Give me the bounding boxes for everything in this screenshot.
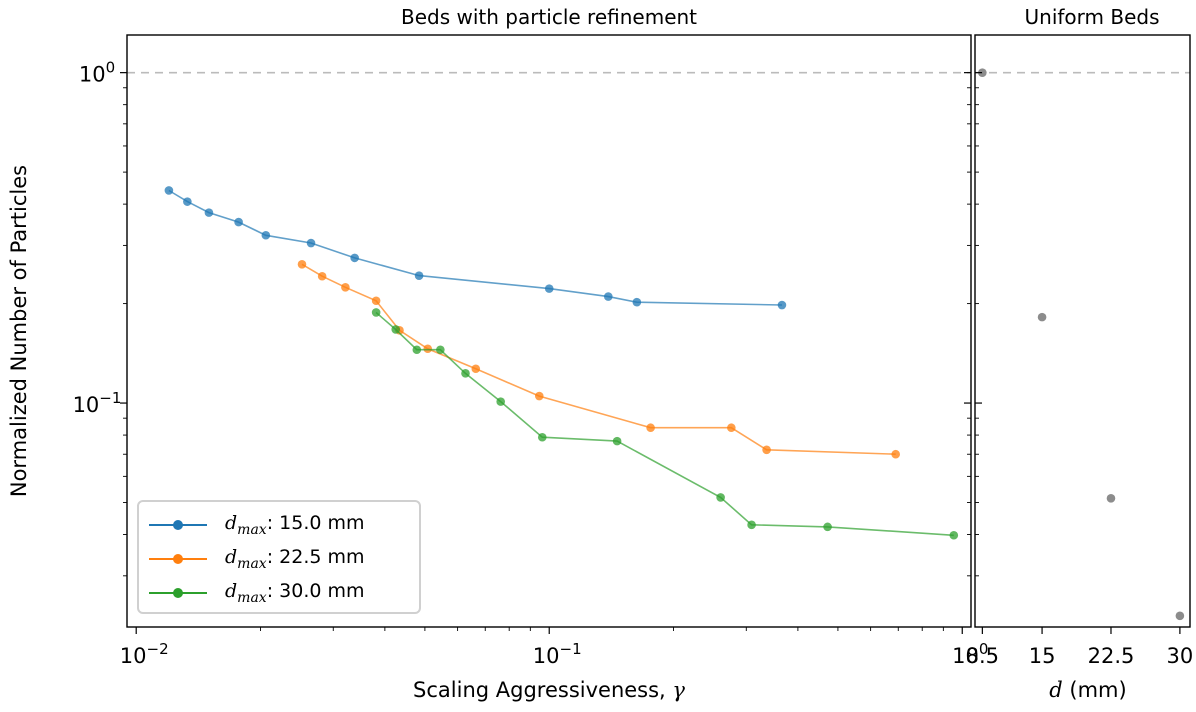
data-point-1-2 xyxy=(341,283,350,292)
data-point-0-1 xyxy=(183,197,192,206)
data-point-0-10 xyxy=(632,297,642,307)
data-point-2-11 xyxy=(949,530,959,540)
data-point-2-7 xyxy=(612,436,622,446)
uniform-x-tick-label-1: 15 xyxy=(1029,644,1056,668)
x-tick-label-1: 10−1 xyxy=(533,640,582,668)
data-point-0-7 xyxy=(414,271,424,280)
data-point-0-11 xyxy=(777,300,787,310)
data-point-0-6 xyxy=(350,253,359,263)
uniform-panel: Uniform Beds 8.5 15 22.5 30 d (mm) xyxy=(966,5,1194,702)
legend-item-0: dmax: 15.0 mm xyxy=(149,512,365,538)
uniform-x-tick-label-3: 30 xyxy=(1167,644,1194,668)
uniform-x-tick-label-0: 8.5 xyxy=(966,644,999,668)
data-point-0-4 xyxy=(261,230,271,240)
legend-swatch-2 xyxy=(149,583,207,603)
uniform-x-axis-label: d (mm) xyxy=(1049,678,1126,702)
uniform-series-group xyxy=(978,68,1185,621)
legend-item-2: dmax: 30.0 mm xyxy=(149,580,365,606)
refinement-x-axis-label: Scaling Aggressiveness, γ xyxy=(413,678,685,702)
data-point-0-0 xyxy=(164,186,174,195)
data-point-1-0 xyxy=(297,259,307,269)
data-point-0-5 xyxy=(306,238,316,248)
data-point-0-3 xyxy=(234,217,243,227)
data-point-1-3 xyxy=(371,296,381,306)
legend-item-1: dmax: 22.5 mm xyxy=(149,546,365,572)
uniform-point-1 xyxy=(1037,312,1047,322)
data-point-2-2 xyxy=(412,345,422,355)
data-point-1-9 xyxy=(727,423,736,433)
uniform-point-3 xyxy=(1175,611,1185,621)
data-point-2-1 xyxy=(391,325,401,334)
data-point-0-9 xyxy=(603,292,613,301)
series-line-1 xyxy=(301,263,896,455)
data-point-2-6 xyxy=(537,432,547,442)
x-tick-label-0: 10−2 xyxy=(120,640,169,668)
legend-label-2: dmax: 30.0 mm xyxy=(225,580,365,606)
uniform-point-2 xyxy=(1106,493,1116,503)
series-line-0 xyxy=(168,189,783,306)
y-axis-label: Normalized Number of Particles xyxy=(7,165,31,497)
uniform-x-tick-label-2: 22.5 xyxy=(1088,644,1135,668)
refinement-panel-title: Beds with particle refinement xyxy=(401,5,697,29)
data-point-1-7 xyxy=(534,391,544,401)
legend: dmax: 15.0 mm dmax: 22.5 mm dmax: 30.0 mm xyxy=(137,500,421,614)
legend-swatch-0 xyxy=(149,515,207,535)
data-point-0-2 xyxy=(204,208,214,217)
data-point-1-6 xyxy=(471,364,481,374)
series-line-2 xyxy=(375,311,954,537)
data-point-0-8 xyxy=(544,284,554,293)
data-point-2-8 xyxy=(716,493,725,502)
data-point-1-1 xyxy=(317,271,327,281)
legend-label-0: dmax: 15.0 mm xyxy=(225,512,365,538)
data-point-2-10 xyxy=(823,522,832,532)
legend-swatch-1 xyxy=(149,549,207,569)
data-point-2-3 xyxy=(436,345,445,355)
data-point-2-4 xyxy=(461,369,470,378)
data-point-2-9 xyxy=(747,520,756,530)
data-point-1-8 xyxy=(646,423,655,433)
y-tick-label-1: 100 xyxy=(79,59,115,87)
refinement-series-group xyxy=(164,186,959,540)
uniform-tick-group: 8.5 15 22.5 30 xyxy=(966,72,1194,668)
legend-label-1: dmax: 22.5 mm xyxy=(225,546,365,572)
uniform-point-0 xyxy=(978,68,987,77)
data-point-2-0 xyxy=(371,308,381,317)
data-point-1-11 xyxy=(891,449,900,459)
data-point-2-5 xyxy=(496,397,506,406)
uniform-panel-title: Uniform Beds xyxy=(1025,5,1160,29)
y-tick-label-0: 10−1 xyxy=(73,389,122,417)
uniform-plot-frame xyxy=(974,34,1191,628)
data-point-1-5 xyxy=(423,344,433,354)
data-point-1-10 xyxy=(762,445,771,455)
